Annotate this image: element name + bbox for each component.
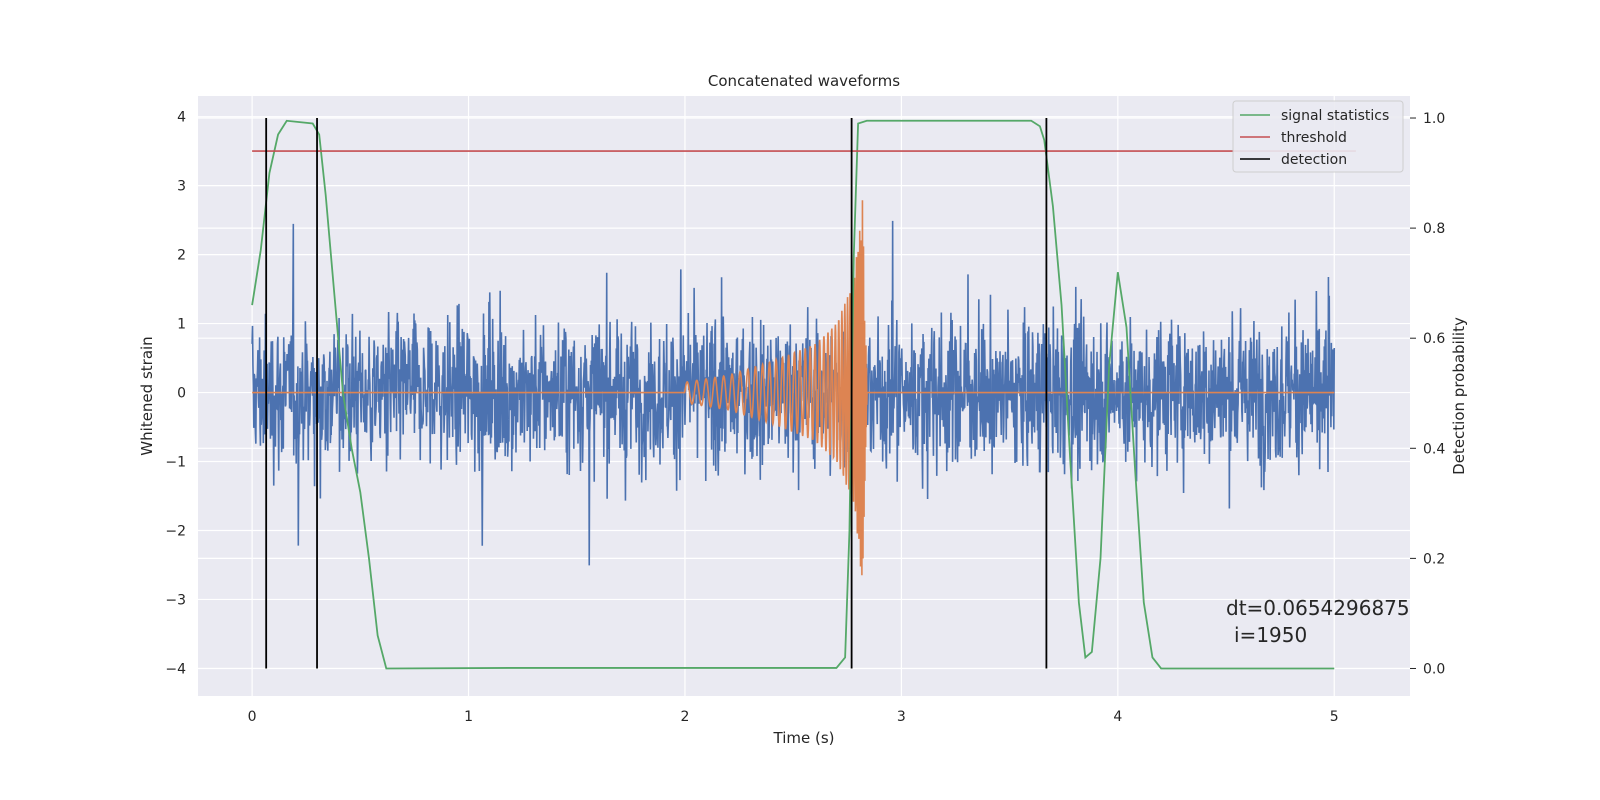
signal-statistics-line [251,119,1335,670]
y-tick-label: 3 [177,179,186,195]
legend-label-signal-statistics: signal statistics [1281,108,1389,124]
annotation-dt: dt=0.0654296875 [1226,596,1410,620]
y-tick-label: −2 [165,523,186,539]
y2-tick-label: 1.0 [1423,111,1445,127]
y2-tick-label: 0.4 [1423,441,1445,457]
injection-line [252,200,1335,576]
y2-tick-label: 0.2 [1423,551,1445,567]
y2-tick-label: 0.0 [1423,661,1445,677]
x-tick-label: 4 [1113,709,1122,725]
y-tick-label: 4 [177,110,186,126]
y-tick-label: 1 [177,317,186,333]
y2-tick-label: 0.6 [1423,331,1445,347]
legend-label-threshold: threshold [1281,130,1347,146]
signal-statistics-series [251,119,1335,670]
legend-label-detection: detection [1281,152,1347,168]
y-tick-label: 2 [177,248,186,264]
y-tick-label: −1 [165,455,186,471]
x-axis-ticks: 0 1 2 3 4 5 [248,709,1339,725]
y-axis-ticks: −4 −3 −2 −1 0 1 2 3 4 [165,110,186,678]
legend-box [1232,100,1404,173]
detection-series [265,118,1048,669]
y2-tick-label: 0.8 [1423,221,1445,237]
annotation-i: i=1950 [1234,623,1307,647]
y-tick-label: −3 [165,592,186,608]
strain-line [251,220,1336,566]
y-tick-label: 0 [177,386,186,402]
strain-series [251,220,1336,566]
y2-axis-ticks: 0.0 0.2 0.4 0.6 0.8 1.0 [1410,111,1445,677]
chart-title: Concatenated waveforms [708,72,900,90]
y-tick-label: −4 [165,661,186,677]
x-tick-label: 1 [464,709,473,725]
x-tick-label: 0 [248,709,257,725]
legend: signal statistics threshold detection [1232,100,1404,173]
x-axis-label: Time (s) [773,729,835,747]
x-tick-label: 5 [1330,709,1339,725]
y-axis-label: Whitened strain [138,336,156,455]
injection-series [252,200,1335,576]
x-tick-label: 3 [897,709,906,725]
x-tick-label: 2 [681,709,690,725]
y2-axis-label: Detection probability [1450,317,1468,475]
